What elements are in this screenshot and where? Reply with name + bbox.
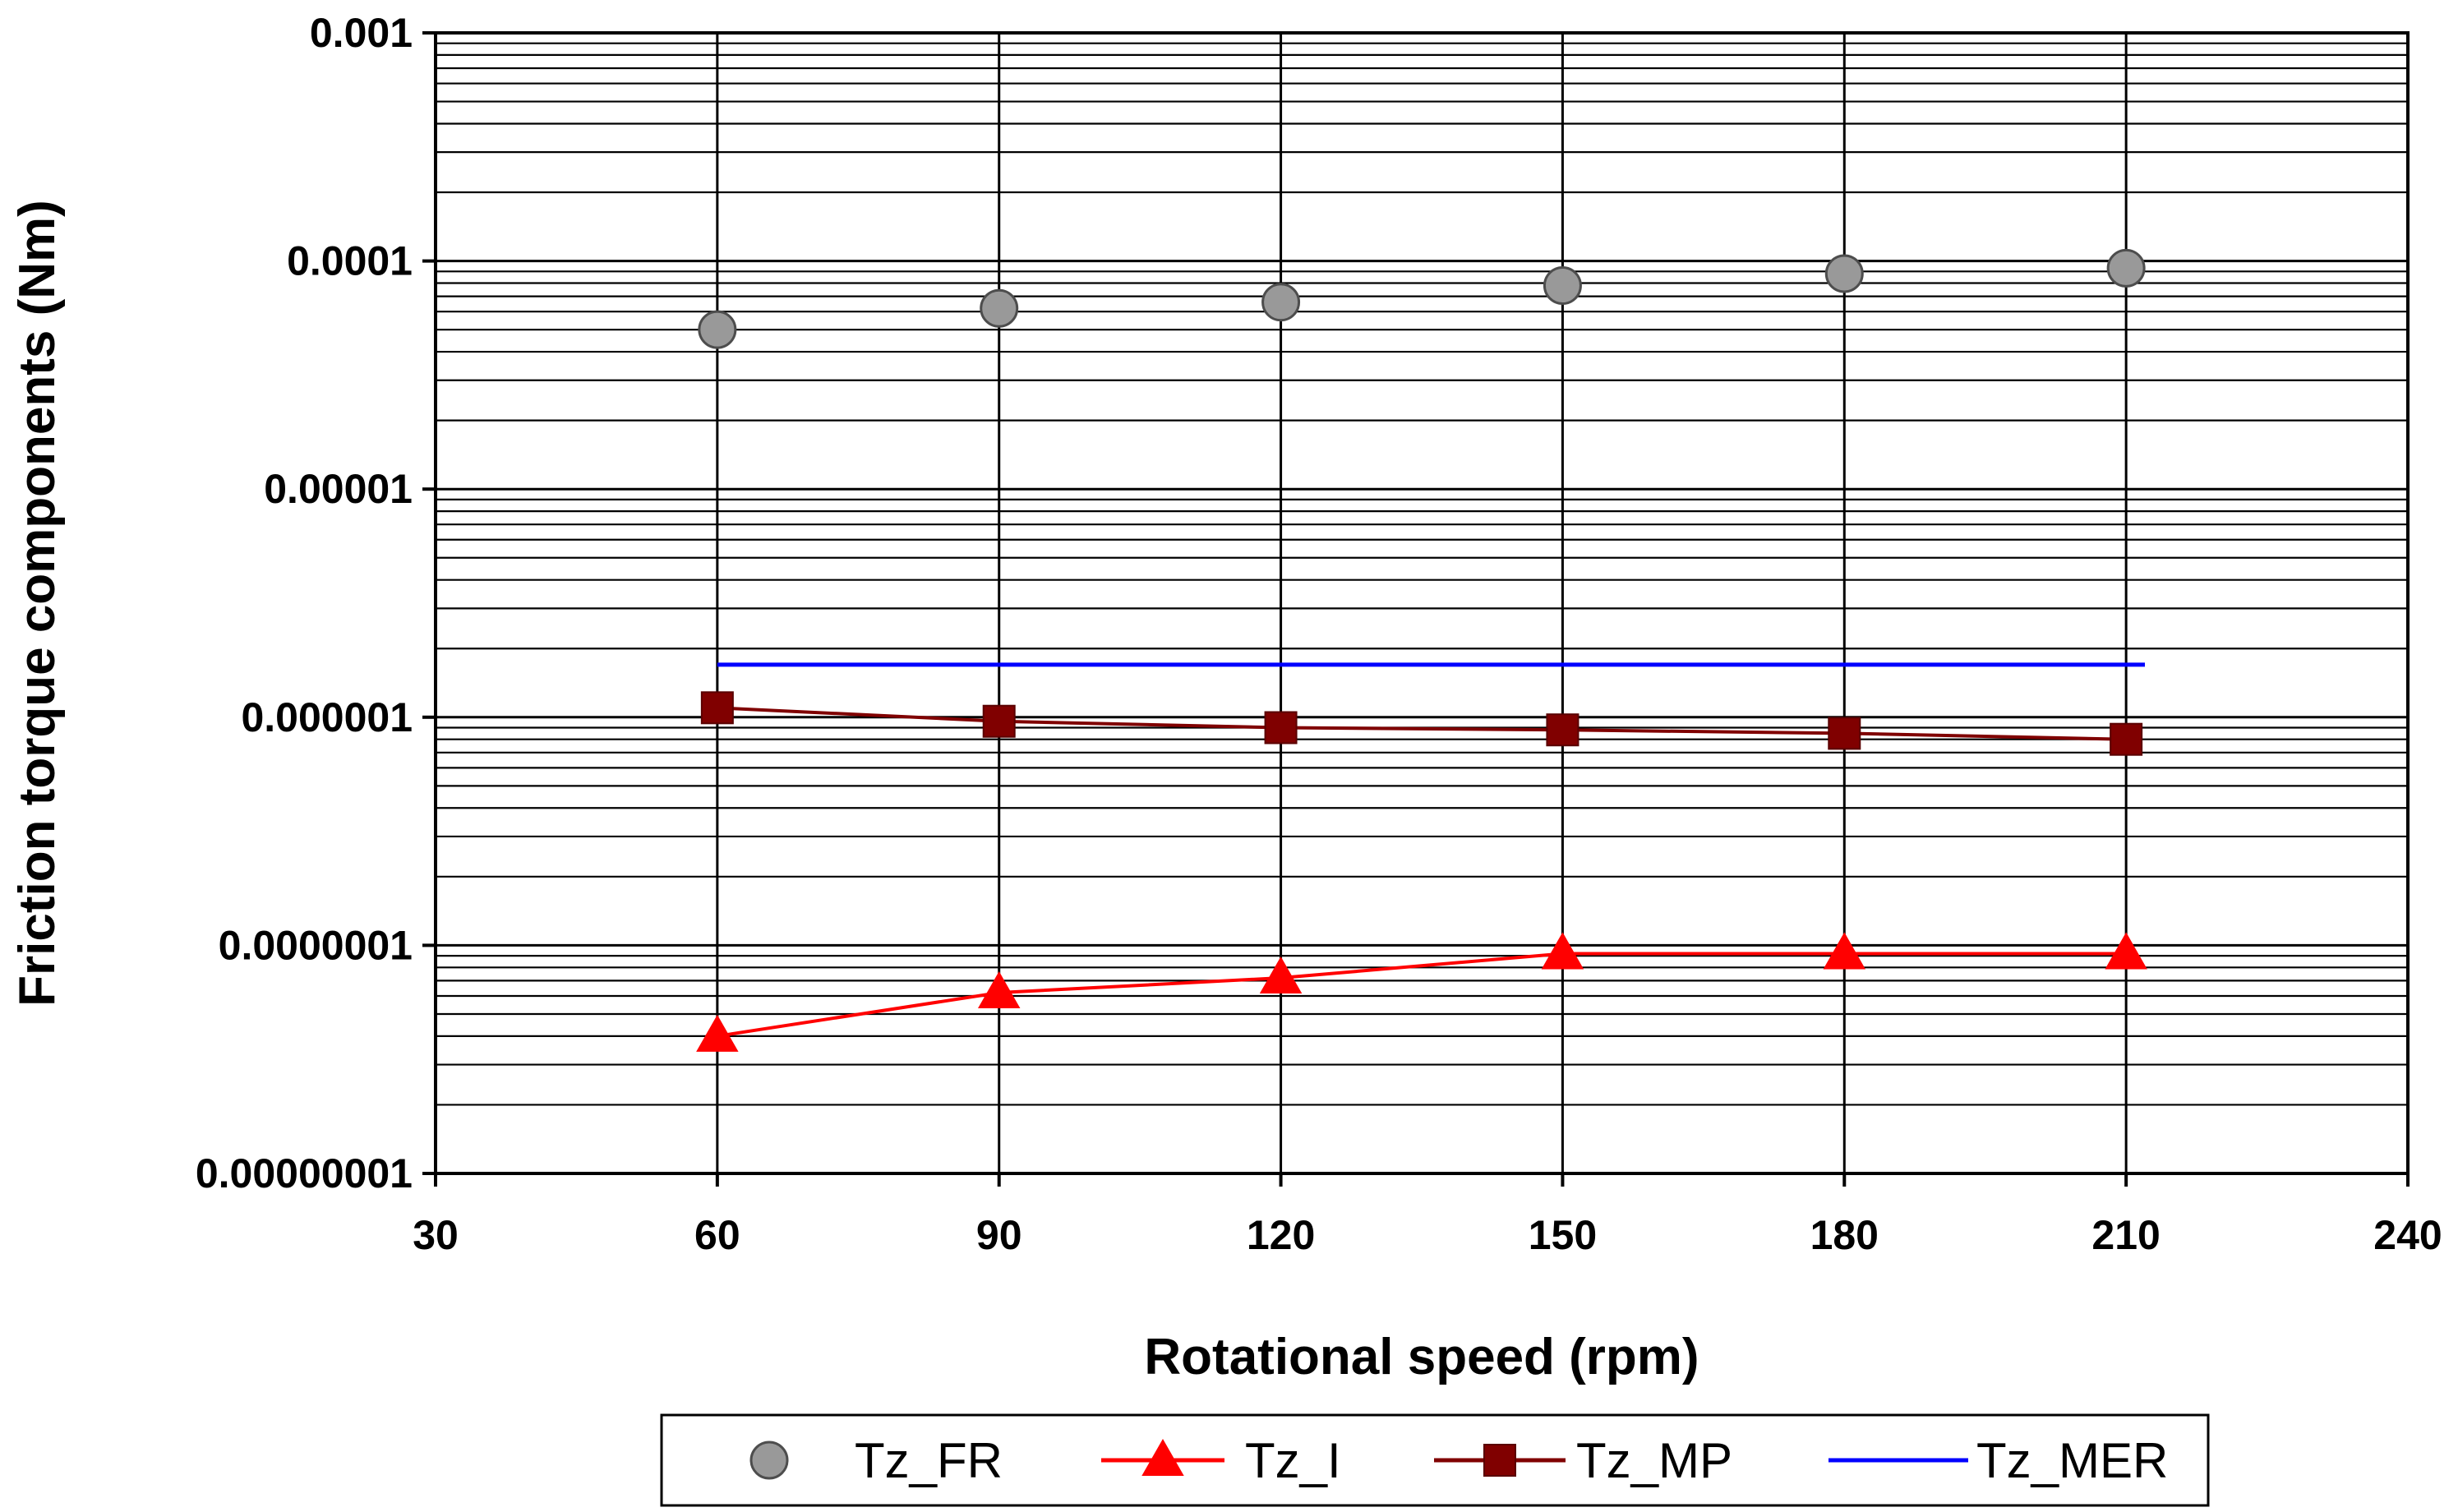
y-tick-label: 0.001 xyxy=(310,10,413,56)
x-tick-label: 30 xyxy=(413,1212,459,1258)
data-point-tz-i xyxy=(1823,932,1866,970)
y-tick-label: 0.00001 xyxy=(264,466,413,512)
series-tz-fr xyxy=(698,248,2146,349)
plot-area-frame xyxy=(434,31,2410,1175)
legend: Tz_FR Tz_I Tz_MP Tz_MER xyxy=(660,1413,2210,1507)
data-point-tz-mp xyxy=(982,704,1016,738)
legend-item-tz-mp: Tz_MP xyxy=(1434,1433,1732,1488)
legend-item-tz-i: Tz_I xyxy=(1101,1433,1341,1488)
data-point-tz-fr xyxy=(980,288,1019,328)
legend-label-tz-mer: Tz_MER xyxy=(1976,1433,2168,1488)
x-tick-label: 150 xyxy=(1529,1212,1597,1258)
y-tick-label: 0.0001 xyxy=(287,238,413,284)
y-tick-label: 0.000001 xyxy=(241,694,413,740)
data-point-tz-i xyxy=(1541,932,1584,970)
data-point-tz-mp xyxy=(1264,711,1298,744)
x-tick-label: 240 xyxy=(2373,1212,2442,1258)
data-point-tz-i xyxy=(696,1014,739,1052)
x-tick-label: 180 xyxy=(1810,1212,1879,1258)
series-line-tz-mp xyxy=(717,706,2127,741)
y-tick-label: 0.00000001 xyxy=(196,1150,413,1196)
legend-marker-tz-mp xyxy=(1483,1444,1516,1477)
x-axis-title: Rotational speed (rpm) xyxy=(1144,1329,1699,1385)
x-tick-label: 210 xyxy=(2091,1212,2160,1258)
legend-marker-tz-i xyxy=(1141,1438,1184,1476)
minor-gridlines xyxy=(436,42,2408,1106)
data-point-tz-i xyxy=(2105,932,2147,970)
legend-item-tz-mer: Tz_MER xyxy=(1829,1433,2168,1488)
data-point-tz-fr xyxy=(1543,266,1582,306)
data-point-tz-mp xyxy=(1828,717,1861,750)
data-point-tz-fr xyxy=(2106,248,2146,288)
x-tick-label: 60 xyxy=(694,1212,740,1258)
x-tick-label: 90 xyxy=(976,1212,1022,1258)
series-line-tz-i xyxy=(717,952,2127,1038)
x-tick-label: 120 xyxy=(1247,1212,1315,1258)
series-tz-mp xyxy=(700,691,2143,756)
legend-marker-tz-fr xyxy=(749,1441,789,1480)
data-point-tz-i xyxy=(977,971,1021,1009)
legend-label-tz-fr: Tz_FR xyxy=(855,1433,1003,1488)
y-axis-title: Friction torque components (Nm) xyxy=(9,200,66,1007)
data-point-tz-mp xyxy=(1546,713,1579,747)
data-point-tz-mp xyxy=(2110,722,2143,756)
data-point-tz-mp xyxy=(700,691,734,725)
y-axis-ticks: 0.00000001 0.0000001 0.000001 0.00001 0.0001… xyxy=(196,10,436,1196)
series-tz-i xyxy=(696,932,2147,1052)
legend-label-tz-mp: Tz_MP xyxy=(1576,1433,1732,1488)
data-point-tz-i xyxy=(1259,956,1303,994)
data-point-tz-fr xyxy=(1261,283,1301,322)
y-tick-label: 0.0000001 xyxy=(219,922,413,968)
data-point-tz-fr xyxy=(1824,254,1864,293)
x-axis-ticks: 30 60 90 120 150 180 210 240 xyxy=(413,1173,2442,1258)
series-layer xyxy=(696,248,2147,1052)
legend-item-tz-fr: Tz_FR xyxy=(749,1433,1003,1488)
data-point-tz-fr xyxy=(698,310,737,349)
legend-label-tz-i: Tz_I xyxy=(1245,1433,1341,1488)
